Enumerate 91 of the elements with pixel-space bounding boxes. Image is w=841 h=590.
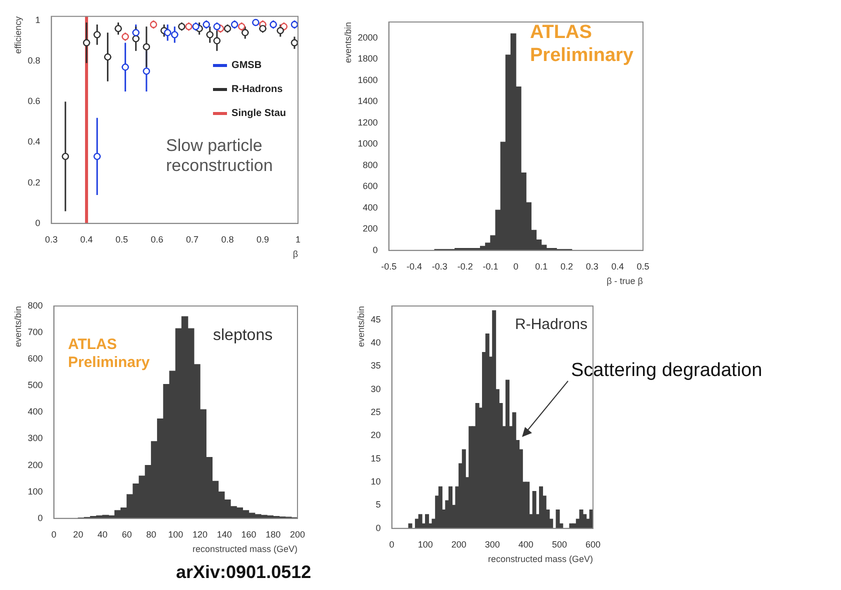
x-axis-title: β - true β [606,276,643,286]
y-axis-title: events/bin [12,306,23,348]
x-tick-label: 400 [518,539,534,550]
x-tick-label: 160 [241,529,256,540]
y-tick-label: 500 [28,380,43,390]
x-tick-label: -0.5 [381,261,397,272]
x-tick-label: -0.3 [432,261,448,272]
y-tick-label: 0 [38,512,43,523]
legend-label: Single Stau [232,108,286,119]
y-tick-label: 0 [376,522,381,533]
annotation: ATLAS Preliminary [530,22,634,68]
x-tick-label: 1 [295,234,301,244]
x-tick-label: -0.1 [482,261,498,272]
y-tick-label: 45 [370,314,381,324]
y-tick-label: 400 [28,406,43,417]
y-tick-label: 1600 [358,74,378,85]
y-tick-label: 1200 [358,117,378,128]
x-axis-title: reconstructed mass (GeV) [192,544,298,554]
x-tick-label: 140 [216,529,232,540]
y-tick-label: 200 [28,460,43,470]
x-tick-label: 0.3 [586,261,598,272]
x-tick-label: 0.4 [611,261,624,272]
x-tick-label: 0.6 [150,234,164,244]
x-tick-label: 180 [266,529,281,540]
y-axis-title: events/bin [342,22,353,64]
x-tick-label: 0.5 [636,261,650,272]
legend-label: R-Hadrons [232,84,283,95]
y-tick-label: 0 [35,218,40,228]
y-axis-title: efficiency [12,16,23,54]
y-tick-label: 1000 [358,138,378,149]
x-tick-label: 200 [451,539,466,550]
x-tick-label: 0.1 [535,261,548,272]
y-tick-label: 600 [362,181,378,192]
y-tick-label: 5 [376,500,381,510]
x-tick-label: 0 [51,529,56,540]
x-tick-label: 0.8 [221,234,234,244]
y-tick-label: 1400 [358,96,378,106]
y-tick-label: 15 [370,453,381,464]
y-tick-label: 0.2 [28,177,40,188]
y-tick-label: 300 [28,433,43,444]
y-tick-label: 35 [370,360,381,371]
y-tick-label: 20 [370,430,381,440]
x-tick-label: -0.4 [406,261,422,272]
annotation: sleptons [213,326,274,346]
annotation: R-Hadrons [515,316,589,334]
y-tick-label: 40 [370,338,381,348]
y-tick-label: 1 [35,14,40,25]
x-tick-label: 40 [98,529,108,540]
x-tick-label: 0.5 [116,234,128,244]
y-tick-label: 200 [362,224,378,234]
x-tick-label: 100 [168,529,184,540]
x-tick-label: 0 [389,539,394,550]
x-tick-label: 500 [552,539,567,550]
x-tick-label: 0.7 [186,234,199,244]
y-tick-label: 0.6 [28,96,40,106]
y-tick-label: 700 [28,327,43,338]
x-tick-label: 20 [73,529,84,540]
annotation: ATLAS Preliminary [68,336,151,372]
x-tick-label: 100 [418,539,433,550]
x-tick-label: 0.4 [80,234,93,244]
y-tick-label: 25 [370,407,381,418]
y-tick-label: 0.4 [28,136,40,147]
x-tick-label: 0.2 [560,261,574,272]
x-tick-label: 0 [513,261,518,272]
x-tick-label: 60 [122,529,132,540]
y-tick-label: 800 [28,300,43,310]
y-axis-title: events/bin [356,306,366,348]
x-tick-label: 80 [146,529,156,540]
x-tick-label: 120 [192,529,208,540]
y-tick-label: 800 [362,160,378,170]
x-tick-label: -0.2 [457,261,473,272]
x-axis-title: reconstructed mass (GeV) [488,554,593,564]
y-tick-label: 2000 [358,32,378,42]
x-axis-title: β [292,249,298,260]
y-tick-label: 0.8 [28,56,40,66]
y-tick-label: 100 [28,486,43,496]
x-tick-label: 300 [484,539,500,550]
x-tick-label: 0.9 [256,234,270,244]
y-tick-label: 30 [370,384,381,394]
legend-label: GMSB [232,60,262,71]
y-tick-label: 0 [372,244,378,255]
text: arXiv:0901.0512 [176,562,312,584]
annotation: Slow particle reconstruction [166,136,274,177]
y-tick-label: 400 [362,202,378,212]
y-tick-label: 1800 [358,54,378,64]
y-tick-label: 10 [370,476,381,487]
x-tick-label: 600 [585,539,601,550]
x-tick-label: 0.3 [45,234,58,244]
y-tick-label: 600 [28,354,43,364]
x-tick-label: 200 [290,529,306,540]
annotation: Scattering degradation [571,360,764,383]
